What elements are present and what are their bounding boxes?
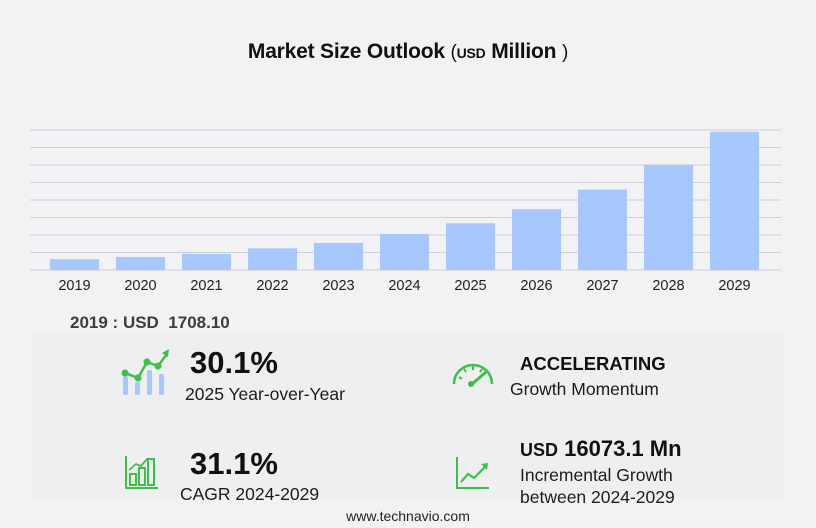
incremental-value: USD 16073.1 Mn	[520, 436, 682, 462]
base-year-value: 2019 : USD 1708.10	[70, 313, 230, 333]
base-unit: USD	[122, 313, 159, 332]
x-tick-label: 2024	[388, 278, 420, 294]
incremental-unit: USD	[520, 440, 559, 460]
bar-2029	[710, 131, 759, 270]
x-tick-label: 2028	[652, 278, 684, 294]
title-unit-word: Million	[491, 40, 557, 63]
base-sep: :	[107, 313, 123, 332]
footer-url: www.technavio.com	[346, 508, 470, 524]
x-tick-label: 2029	[718, 278, 750, 294]
kpi-panel	[32, 334, 784, 498]
title-paren-open: (	[450, 42, 457, 63]
x-tick-label: 2025	[454, 278, 486, 294]
bar-2028	[644, 165, 693, 270]
bar-2026	[512, 209, 561, 270]
yoy-value: 30.1%	[190, 345, 278, 380]
growth-chart-icon	[121, 349, 169, 395]
yoy-label: 2025 Year-over-Year	[185, 384, 345, 404]
base-amount: 1708.10	[168, 313, 230, 332]
momentum-value: ACCELERATING	[520, 353, 666, 374]
cagr-label: CAGR 2024-2029	[180, 484, 320, 504]
title-unit: USD	[456, 45, 486, 61]
x-tick-label: 2027	[586, 278, 618, 294]
bar-2019	[50, 259, 99, 270]
x-tick-label: 2026	[520, 278, 552, 294]
base-year: 2019	[70, 313, 108, 332]
incremental-label-1: Incremental Growth	[520, 465, 673, 485]
incremental-amount: 16073.1 Mn	[564, 436, 682, 461]
bar-2024	[380, 234, 429, 270]
bar-2025	[446, 223, 495, 270]
title-paren-close: )	[561, 42, 569, 63]
bar-2020	[116, 257, 165, 270]
speedometer-icon	[452, 363, 494, 387]
bar-2023	[314, 242, 363, 270]
bars-group	[50, 131, 759, 270]
x-axis-labels: 2019 2020 2021 2022 2023 2024 2025 2026 2027 2028…	[58, 278, 750, 294]
momentum-label: Growth Momentum	[510, 379, 659, 399]
incremental-label-2: between 2024-2029	[520, 487, 675, 507]
bar-chart-up-icon	[125, 456, 158, 489]
x-tick-label: 2020	[124, 278, 156, 294]
bar-chart: 2019 2020 2021 2022 2023 2024 2025 2026 2027 2028…	[30, 129, 781, 294]
bar-2027	[578, 189, 627, 270]
x-tick-label: 2019	[58, 278, 90, 294]
x-tick-label: 2021	[190, 278, 222, 294]
title-main: Market Size Outlook	[247, 40, 445, 63]
bar-2021	[182, 253, 231, 270]
x-tick-label: 2023	[322, 278, 354, 294]
trend-line-icon	[456, 457, 489, 489]
x-tick-label: 2022	[256, 278, 288, 294]
cagr-value: 31.1%	[190, 446, 278, 481]
bar-2022	[248, 248, 297, 270]
chart-title: Market Size Outlook (USD Million )	[0, 40, 816, 64]
